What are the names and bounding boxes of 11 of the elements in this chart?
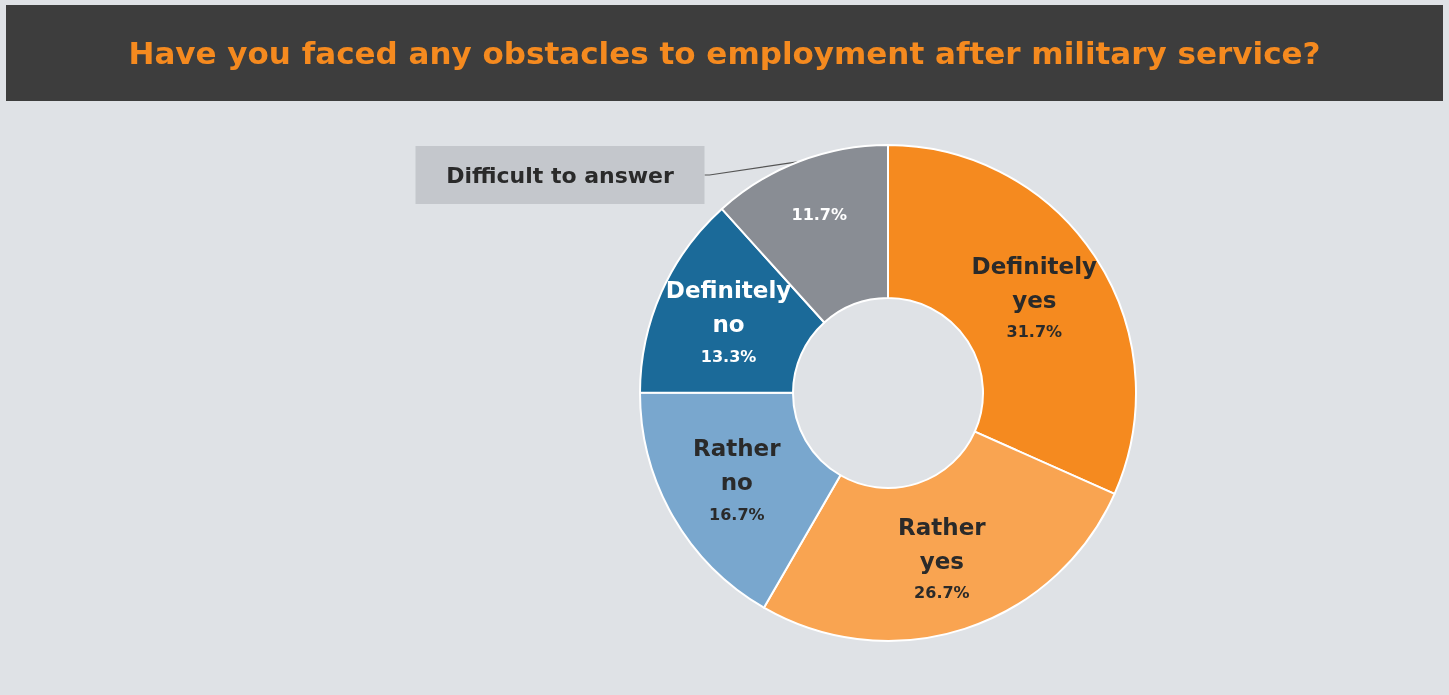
data-label: 13.3% — [700, 346, 757, 366]
chart-title: Have you faced any obstacles to employment after military service? — [128, 34, 1321, 71]
data-label: 26.7% — [914, 583, 970, 603]
slice-label: Rather no — [693, 435, 782, 496]
data-label: 11.7% — [791, 204, 848, 224]
slice-label: Definitely yes — [971, 252, 1098, 313]
data-label: 16.7% — [709, 504, 765, 524]
slice-label: Definitely no — [665, 277, 792, 338]
slice-label: Difficult to answer — [446, 162, 675, 188]
slice-label: Rather yes — [898, 513, 987, 574]
data-label: 31.7% — [1006, 322, 1063, 342]
